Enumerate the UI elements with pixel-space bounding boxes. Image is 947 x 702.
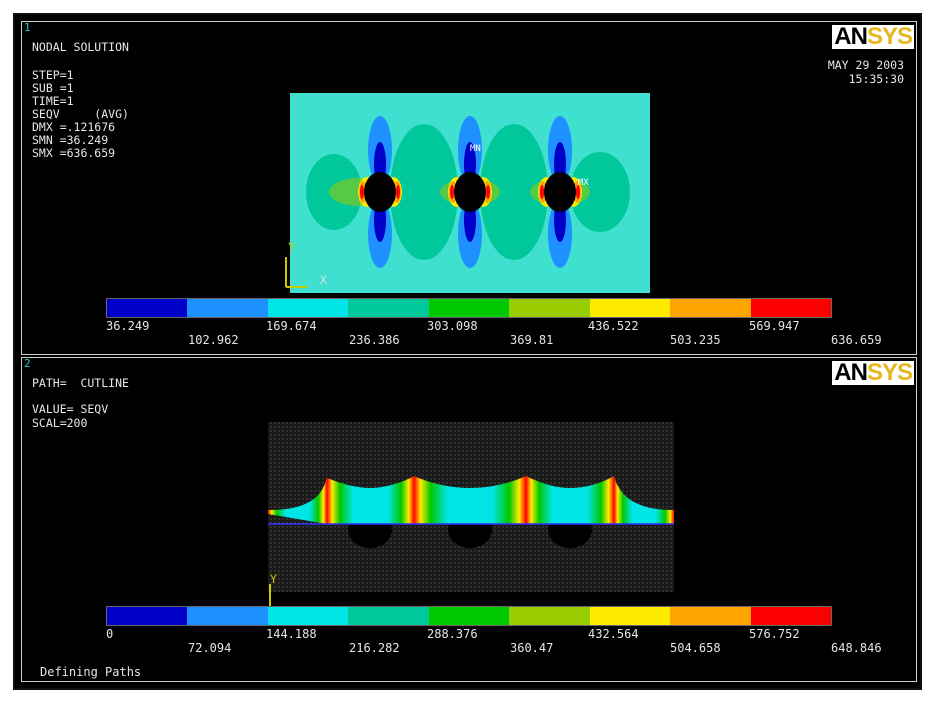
legend-value: 569.947	[749, 319, 800, 333]
axis-y-label: Y	[288, 240, 295, 254]
legend-value: 169.674	[266, 319, 317, 333]
min-marker: MN	[470, 144, 481, 154]
plot-window-1[interactable]: 1 NODAL SOLUTION STEP=1 SUB =1 TIME=1 SE…	[21, 21, 917, 355]
plot-time: 15:35:30	[848, 72, 904, 86]
legend-value: 648.846	[831, 641, 882, 655]
legend-value: 369.81	[510, 333, 554, 347]
plot-window-2[interactable]: 2 PATH= CUTLINE VALUE= SEQV SCAL=200 ANS…	[21, 357, 917, 682]
legend-value: 102.962	[188, 333, 239, 347]
plot-title: NODAL SOLUTION	[32, 40, 129, 54]
legend-value: 503.235	[670, 333, 721, 347]
plot-date: MAY 29 2003	[827, 58, 904, 72]
window-number: 2	[24, 357, 31, 370]
legend-value: 0	[106, 627, 114, 641]
legend-value: 432.564	[588, 627, 639, 641]
info-smn: SMN =36.249	[32, 133, 109, 147]
info-time: TIME=1	[32, 94, 74, 108]
legend-value: 216.282	[349, 641, 400, 655]
info-sub: SUB =1	[32, 81, 74, 95]
legend-value: 36.249	[106, 319, 150, 333]
window-number: 1	[24, 21, 31, 34]
stress-contour-plot[interactable]	[22, 22, 916, 354]
ansys-logo: ANSYS	[832, 359, 914, 386]
info-seqv: SEQV (AVG)	[32, 107, 129, 121]
axis-x-label: X	[320, 273, 327, 287]
info-value: VALUE= SEQV	[32, 402, 109, 416]
max-marker: MX	[578, 178, 589, 188]
info-scale: SCAL=200	[32, 416, 88, 430]
info-path: PATH= CUTLINE	[32, 376, 129, 390]
legend-value: 504.658	[670, 641, 721, 655]
plate-model	[290, 93, 650, 293]
contour-legend-bar	[106, 298, 832, 318]
legend-value: 436.522	[588, 319, 639, 333]
legend-value: 303.098	[427, 319, 478, 333]
legend-value: 288.376	[427, 627, 478, 641]
legend-value: 72.094	[188, 641, 232, 655]
legend-value: 360.47	[510, 641, 554, 655]
stress-distribution-curve	[268, 476, 674, 524]
axis-y-label: Y	[270, 572, 277, 586]
contour-legend-bar	[106, 606, 832, 626]
info-smx: SMX =636.659	[32, 146, 116, 160]
legend-value: 576.752	[749, 627, 800, 641]
legend-value: 236.386	[349, 333, 400, 347]
info-step: STEP=1	[32, 68, 74, 82]
info-dmx: DMX =.121676	[32, 120, 116, 134]
legend-value: 144.188	[266, 627, 317, 641]
ansys-logo: ANSYS	[832, 23, 914, 50]
path-plot[interactable]	[22, 358, 916, 681]
status-message: Defining Paths	[40, 665, 142, 679]
legend-value: 636.659	[831, 333, 882, 347]
